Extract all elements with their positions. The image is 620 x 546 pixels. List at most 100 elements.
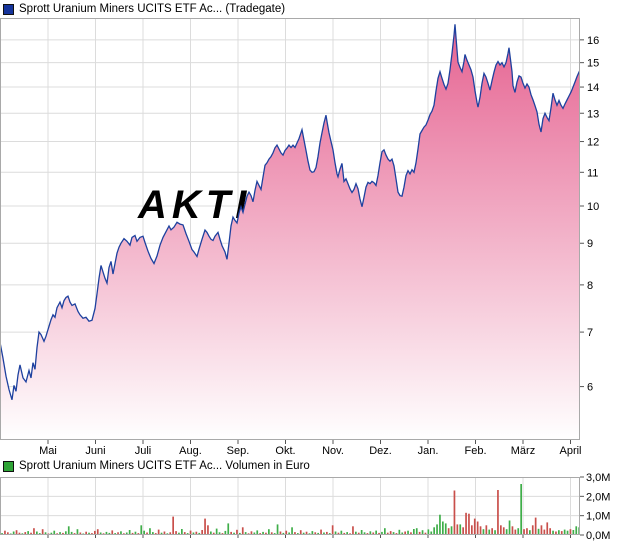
volume-bar — [392, 532, 395, 535]
volume-bar — [50, 532, 53, 535]
volume-bar — [552, 530, 554, 535]
volume-bar — [18, 532, 21, 535]
volume-bar — [485, 525, 488, 535]
volume-bar — [294, 532, 296, 535]
month-label: Aug. — [179, 445, 202, 457]
volume-bar — [381, 531, 383, 535]
volume-bar — [250, 531, 253, 535]
volume-bar — [375, 530, 377, 535]
volume-bar — [299, 530, 302, 535]
y-axis-label: 9 — [587, 238, 593, 250]
volume-bar — [210, 531, 212, 535]
volume-bar — [346, 532, 348, 535]
volume-bar — [305, 531, 308, 535]
volume-bar — [152, 532, 154, 535]
volume-bar — [85, 531, 87, 535]
volume-bar — [540, 525, 543, 535]
volume-bar — [131, 532, 134, 535]
volume-bar — [15, 530, 18, 535]
volume-bar — [560, 531, 563, 535]
y-axis-label: 14 — [587, 82, 599, 94]
volume-bar — [201, 530, 203, 535]
volume-axis-label: 2,0M — [586, 491, 610, 503]
month-label: April — [559, 445, 581, 457]
volume-bar — [415, 528, 418, 535]
y-axis-label: 10 — [587, 201, 599, 213]
volume-bar — [302, 532, 305, 535]
volume-bar — [233, 532, 235, 535]
volume-bar — [401, 532, 404, 535]
volume-bar — [88, 532, 90, 535]
price-panel-border — [0, 18, 580, 440]
volume-bar — [262, 531, 264, 535]
volume-bar — [575, 526, 578, 535]
volume-bar — [494, 530, 496, 535]
volume-bar — [352, 526, 354, 535]
volume-bar — [140, 525, 143, 535]
volume-bar — [256, 530, 259, 535]
y-axis-label: 12 — [587, 137, 599, 149]
volume-bar — [476, 521, 479, 535]
volume-bar — [566, 530, 569, 535]
volume-bar — [241, 527, 244, 535]
volume-bar — [128, 530, 131, 535]
volume-bar — [389, 531, 392, 535]
volume-bar — [227, 523, 230, 535]
volume-bar — [192, 532, 195, 535]
volume-bar — [212, 532, 215, 535]
volume-bar — [285, 530, 288, 535]
month-label: März — [511, 445, 535, 457]
volume-legend-row: Sprott Uranium Miners UCITS ETF Ac... Vo… — [3, 459, 310, 473]
volume-bar — [4, 530, 6, 535]
month-label: Juli — [135, 445, 152, 457]
volume-bar — [111, 530, 114, 535]
y-axis-label: 15 — [587, 58, 599, 70]
volume-bar — [549, 528, 551, 535]
volume-bar — [360, 530, 363, 535]
volume-bar — [207, 525, 209, 535]
volume-bar — [24, 532, 27, 535]
volume-bar — [442, 521, 444, 535]
volume-bar — [488, 529, 491, 535]
volume-bar — [459, 524, 462, 535]
volume-bar — [172, 516, 174, 535]
volume-bar — [27, 531, 29, 535]
volume-bar — [427, 529, 430, 535]
volume-bar — [311, 531, 314, 535]
volume-bar — [439, 514, 441, 535]
volume-bar — [355, 531, 357, 535]
volume-bar — [67, 526, 70, 535]
volume-bar — [230, 531, 232, 535]
volume-bar — [62, 532, 64, 535]
volume-bar — [94, 530, 96, 535]
volume-bar — [520, 484, 522, 535]
volume-bar — [505, 529, 508, 535]
volume-bar — [157, 529, 160, 535]
volume-bar — [198, 532, 201, 535]
volume-bar — [569, 529, 572, 535]
volume-bar — [218, 532, 221, 535]
month-label: Sep. — [227, 445, 250, 457]
y-axis-label: 16 — [587, 35, 599, 47]
y-axis-label: 8 — [587, 280, 593, 292]
volume-bar — [340, 530, 343, 535]
volume-bar — [12, 531, 15, 535]
volume-bar — [563, 529, 566, 535]
volume-bar — [59, 532, 61, 535]
month-label: Okt. — [275, 445, 295, 457]
y-axis-label: 7 — [587, 327, 593, 339]
volume-bar — [447, 528, 450, 535]
y-axis-label: 6 — [587, 382, 593, 394]
volume-bar — [76, 529, 79, 535]
month-label: Feb. — [464, 445, 486, 457]
volume-bar — [471, 525, 473, 535]
volume-bar — [558, 530, 560, 535]
volume-bar — [424, 532, 427, 535]
volume-bar — [163, 531, 166, 535]
volume-bar — [326, 531, 328, 535]
volume-bar — [511, 526, 514, 535]
volume-bar — [236, 529, 238, 535]
month-label: Juni — [85, 445, 105, 457]
volume-bar — [195, 531, 198, 535]
volume-bar — [224, 530, 227, 535]
